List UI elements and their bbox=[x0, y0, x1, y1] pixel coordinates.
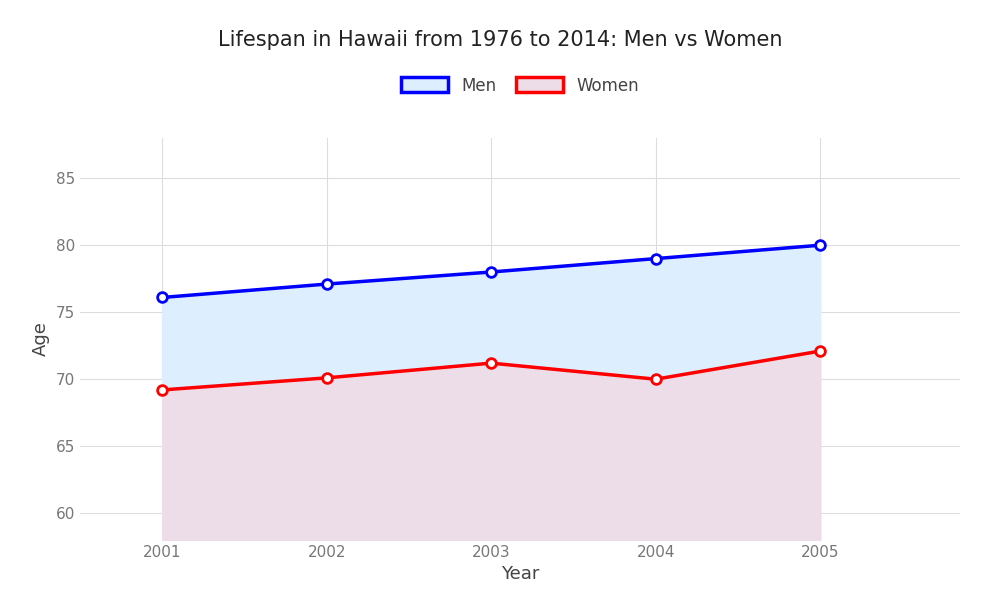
Legend: Men, Women: Men, Women bbox=[394, 70, 646, 101]
Y-axis label: Age: Age bbox=[32, 322, 50, 356]
X-axis label: Year: Year bbox=[501, 565, 539, 583]
Text: Lifespan in Hawaii from 1976 to 2014: Men vs Women: Lifespan in Hawaii from 1976 to 2014: Me… bbox=[218, 30, 782, 50]
